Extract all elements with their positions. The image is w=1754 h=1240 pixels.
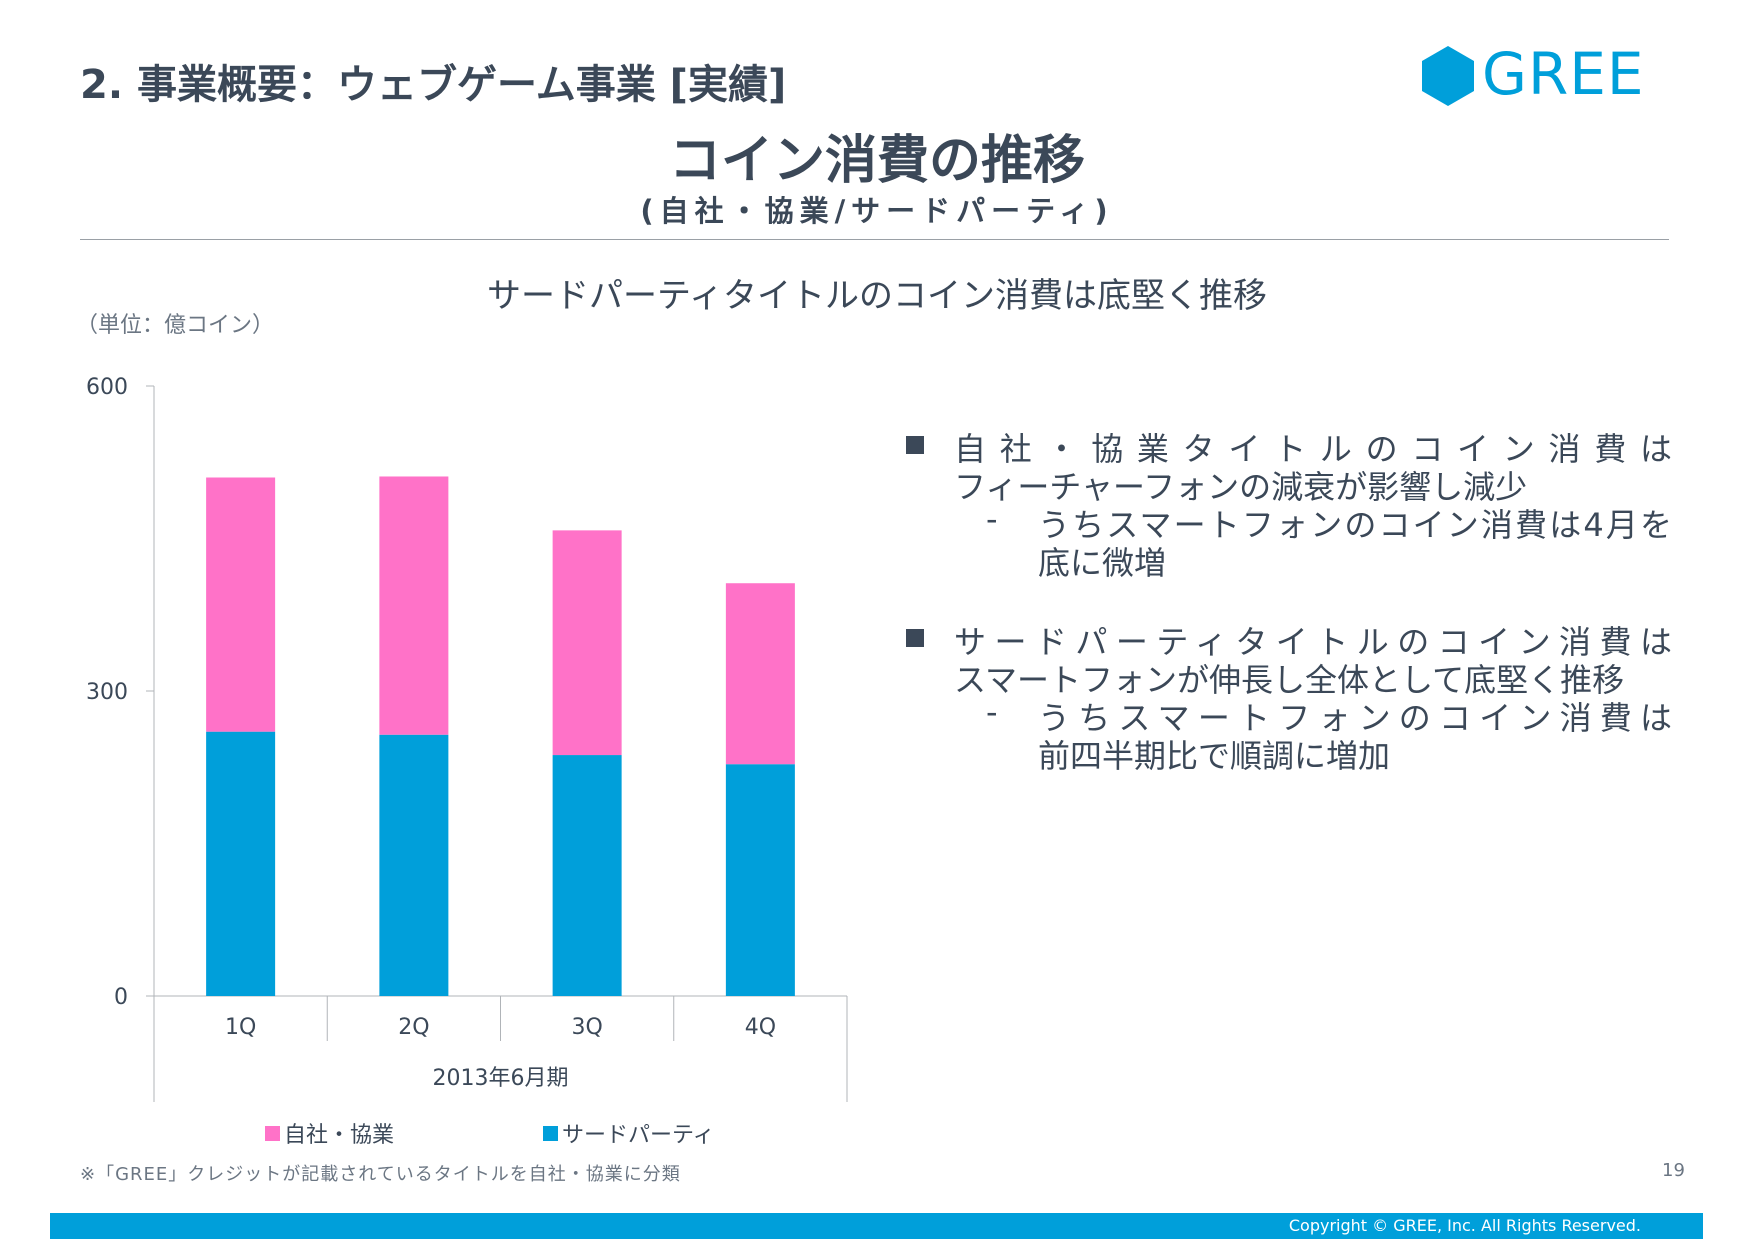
bar-own-4Q [725,583,795,765]
legend-item-third-party: サードパーティ [543,1117,715,1149]
bullet-line: 自社・協業タイトルのコイン消費は [954,430,1672,468]
section-title: 2. 事業概要：ウェブゲーム事業 [実績] [80,62,787,108]
title-divider [80,239,1669,240]
sub-bullet-line: 前四半期比で順調に増加 [1038,737,1391,775]
stacked-bar-chart: 0 300 600 1Q 2Q 3Q 4Q 2013年6月期 [86,375,848,1102]
x-group-label: 2013年6月期 [433,1066,569,1091]
bullet-line: サードパーティタイトルのコイン消費は [954,623,1672,661]
sub-bullet-line: うちスマートフォンのコイン消費は [1038,699,1672,737]
sub-bullet-line: うちスマートフォンのコイン消費は4月を [1038,506,1672,544]
sub-bullet-dash: - [986,693,998,731]
copyright: Copyright © GREE, Inc. All Rights Reserv… [1288,1216,1641,1235]
x-tick-label: 4Q [745,1015,776,1040]
legend-swatch-blue [543,1125,558,1141]
sub-bullet-dash: - [986,500,998,538]
bullet-square-icon [906,436,924,454]
page-subtitle: (自社・協業/サードパーティ) [640,194,1114,228]
x-tick-label: 2Q [398,1015,429,1040]
sub-bullet-line: 底に微増 [1038,544,1167,582]
x-tick-label: 3Q [571,1015,602,1040]
bar-third-party-3Q [552,755,622,996]
logo-text: GREE [1482,40,1645,108]
y-tick-label: 300 [86,680,128,705]
bar-own-1Q [206,477,276,732]
headline: サードパーティタイトルのコイン消費は底堅く推移 [487,276,1267,316]
legend-item-own: 自社・協業 [265,1117,394,1149]
legend-label: サードパーティ [562,1123,715,1148]
legend-label: 自社・協業 [284,1123,395,1148]
page-number: 19 [1662,1160,1685,1181]
bar-third-party-1Q [206,731,276,996]
bullet-square-icon [906,629,924,647]
x-tick-label: 1Q [225,1015,256,1040]
y-tick-label: 600 [86,375,128,400]
footer-bar: Copyright © GREE, Inc. All Rights Reserv… [50,1213,1703,1239]
y-tick-label: 0 [114,985,128,1010]
page-title: コイン消費の推移 [668,131,1085,191]
bar-third-party-4Q [725,764,795,996]
bar-own-2Q [379,476,449,735]
footnote: ※「GREE」クレジットが記載されているタイトルを自社・協業に分類 [80,1164,681,1185]
legend-swatch-pink [265,1125,280,1141]
gree-logo: GREE [1418,40,1658,108]
bullet-line: フィーチャーフォンの減衰が影響し減少 [954,468,1528,506]
unit-label: （単位：億コイン） [76,313,275,338]
hexagon-logo-icon [1422,46,1474,106]
bullet-line: スマートフォンが伸長し全体として底堅く推移 [954,661,1625,699]
bar-third-party-2Q [379,734,449,996]
bar-own-3Q [552,530,622,756]
